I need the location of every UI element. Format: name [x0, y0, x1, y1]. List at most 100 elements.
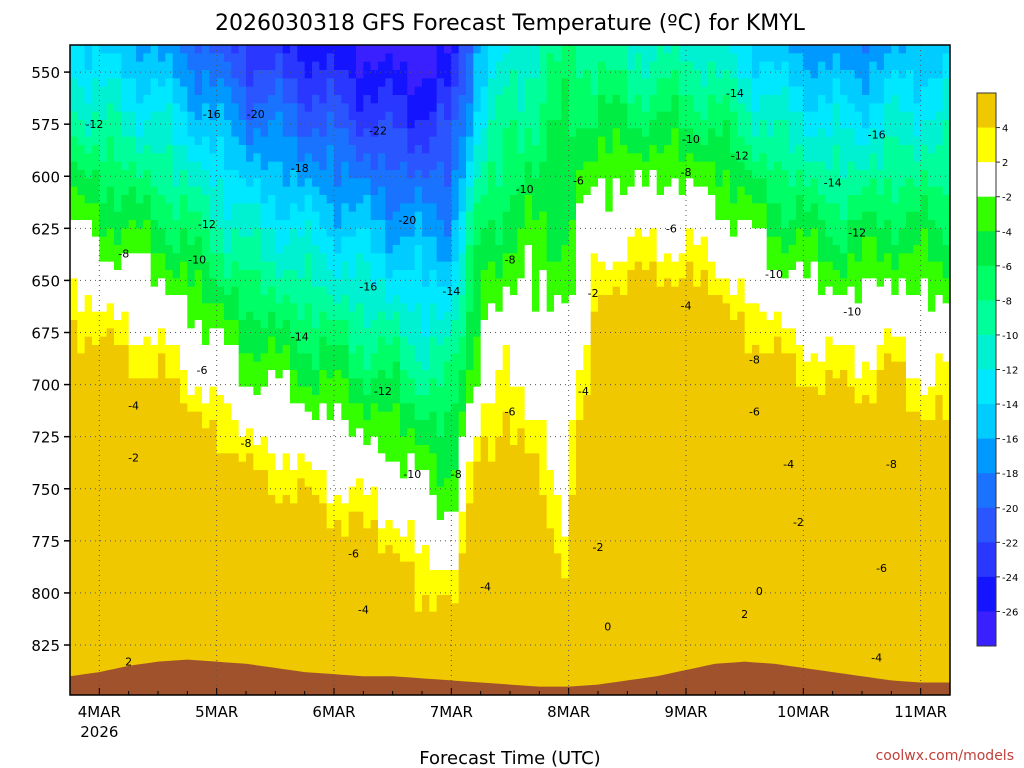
heatmap-cell: [180, 70, 188, 79]
heatmap-cell: [238, 211, 247, 221]
heatmap-cell: [319, 370, 328, 379]
heatmap-cell: [334, 45, 342, 54]
heatmap-cell: [348, 411, 357, 421]
heatmap-cell: [99, 378, 108, 388]
heatmap-cell: [187, 636, 196, 646]
heatmap-cell: [268, 286, 276, 296]
heatmap-cell: [436, 436, 445, 446]
heatmap-cell: [524, 653, 533, 663]
heatmap-cell: [128, 636, 137, 646]
heatmap-cell: [238, 270, 247, 279]
heatmap-cell: [458, 145, 467, 154]
heatmap-cell: [297, 436, 306, 446]
heatmap-cell: [363, 86, 372, 96]
heatmap-cell: [385, 511, 394, 521]
heatmap-cell: [466, 628, 474, 638]
heatmap-cell: [466, 636, 474, 646]
heatmap-cell: [326, 170, 335, 179]
heatmap-cell: [510, 653, 518, 663]
heatmap-cell: [334, 70, 342, 79]
heatmap-cell: [480, 161, 489, 171]
heatmap-cell: [238, 153, 247, 163]
heatmap-cell: [180, 528, 188, 538]
heatmap-cell: [326, 470, 335, 479]
heatmap-cell: [517, 178, 526, 188]
heatmap-cell: [407, 478, 416, 488]
heatmap-cell: [158, 578, 166, 588]
heatmap-cell: [231, 95, 240, 104]
heatmap-cell: [260, 78, 269, 88]
heatmap-cell: [517, 561, 526, 571]
heatmap-cell: [282, 636, 291, 646]
heatmap-cell: [510, 261, 518, 271]
heatmap-cell: [77, 611, 86, 621]
heatmap-cell: [77, 603, 86, 613]
heatmap-cell: [341, 95, 350, 104]
heatmap-cell: [194, 520, 203, 529]
heatmap-cell: [524, 678, 533, 688]
heatmap-cell: [414, 536, 423, 546]
heatmap-cell: [444, 661, 452, 671]
heatmap-cell: [348, 120, 357, 129]
heatmap-cell: [121, 195, 130, 204]
heatmap-cell: [334, 595, 342, 604]
heatmap-cell: [282, 628, 291, 638]
heatmap-cell: [224, 278, 232, 288]
heatmap-cell: [297, 586, 306, 596]
heatmap-cell: [158, 645, 166, 654]
heatmap-cell: [260, 270, 269, 279]
heatmap-cell: [231, 211, 240, 221]
heatmap-cell: [458, 70, 467, 79]
heatmap-cell: [444, 286, 452, 296]
heatmap-cell: [202, 145, 210, 154]
heatmap-cell: [99, 136, 108, 146]
heatmap-cell: [334, 536, 342, 546]
heatmap-cell: [312, 136, 320, 146]
heatmap-cell: [312, 111, 320, 121]
heatmap-cell: [268, 245, 276, 254]
heatmap-cell: [436, 220, 445, 229]
heatmap-cell: [414, 670, 423, 679]
heatmap-cell: [99, 636, 108, 646]
heatmap-cell: [150, 378, 159, 388]
heatmap-cell: [385, 353, 394, 363]
heatmap-cell: [92, 478, 100, 488]
heatmap-cell: [334, 320, 342, 329]
heatmap-cell: [136, 270, 144, 279]
heatmap-cell: [268, 603, 276, 613]
heatmap-cell: [128, 270, 137, 279]
heatmap-cell: [414, 253, 423, 263]
heatmap-cell: [246, 228, 254, 238]
heatmap-cell: [444, 136, 452, 146]
heatmap-cell: [422, 286, 430, 296]
heatmap-cell: [106, 645, 115, 654]
heatmap-cell: [275, 128, 284, 138]
heatmap-cell: [532, 436, 540, 446]
heatmap-cell: [246, 361, 254, 371]
heatmap-cell: [202, 511, 210, 521]
heatmap-cell: [238, 620, 247, 629]
heatmap-cell: [253, 328, 262, 338]
heatmap-cell: [348, 561, 357, 571]
heatmap-cell: [524, 645, 533, 654]
heatmap-cell: [275, 653, 284, 663]
heatmap-cell: [106, 511, 115, 521]
heatmap-cell: [495, 78, 504, 88]
heatmap-cell: [150, 536, 159, 546]
heatmap-cell: [172, 470, 181, 479]
heatmap-cell: [304, 620, 313, 629]
heatmap-cell: [165, 536, 174, 546]
heatmap-cell: [290, 570, 298, 579]
heatmap-cell: [150, 111, 159, 121]
heatmap-cell: [202, 178, 210, 188]
heatmap-cell: [524, 203, 533, 213]
heatmap-cell: [268, 211, 276, 221]
heatmap-cell: [187, 295, 196, 304]
heatmap-cell: [158, 536, 166, 546]
heatmap-cell: [121, 295, 130, 304]
heatmap-cell: [334, 420, 342, 429]
heatmap-cell: [136, 203, 144, 213]
heatmap-cell: [136, 461, 144, 471]
heatmap-cell: [187, 320, 196, 329]
heatmap-cell: [231, 203, 240, 213]
